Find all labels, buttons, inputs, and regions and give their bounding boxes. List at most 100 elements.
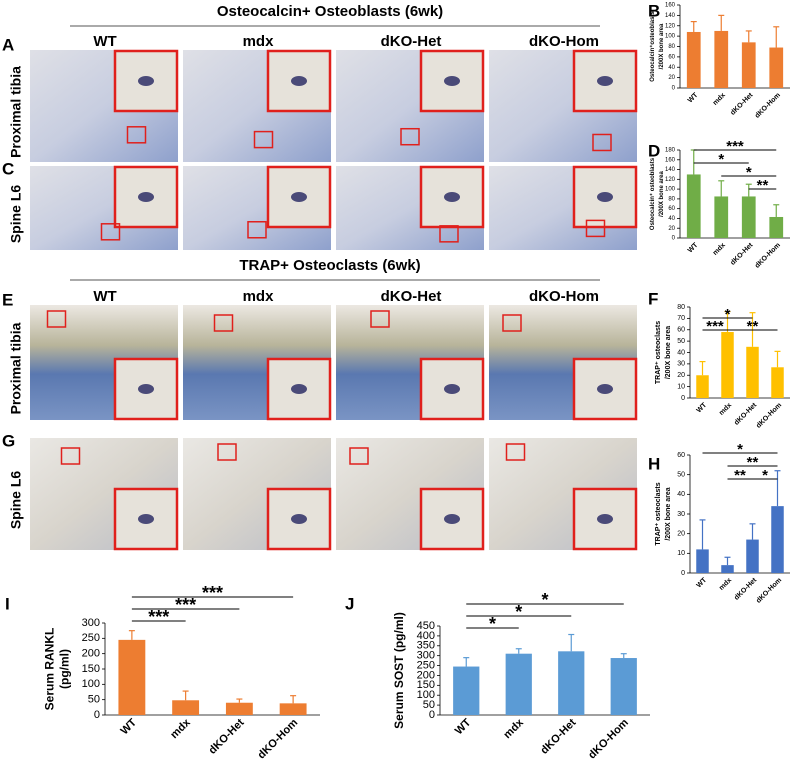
x-tick-label: WT — [118, 716, 139, 737]
y-tick-label: 50 — [423, 699, 435, 711]
y-tick-label: 70 — [677, 315, 685, 322]
section-title: Osteocalcin+ Osteoblasts (6wk) — [217, 3, 443, 20]
y-axis-label: /200X bone area — [659, 170, 665, 216]
significance-label: ** — [747, 454, 759, 471]
bar — [769, 47, 784, 88]
x-tick-label: dKO-Het — [733, 401, 758, 426]
y-tick-label: 150 — [417, 679, 435, 691]
panel-letter: C — [2, 159, 14, 178]
bar — [225, 702, 253, 715]
significance-label: * — [515, 602, 522, 622]
y-axis-label: Serum SOST (pg/ml) — [392, 612, 406, 729]
inset — [572, 357, 638, 421]
y-tick-label: 40 — [668, 216, 675, 222]
bar — [741, 42, 756, 88]
y-tick-label: 100 — [82, 678, 100, 690]
y-tick-label: 60 — [668, 206, 675, 212]
x-tick-label: dKO-Het — [538, 716, 578, 756]
y-axis-label: Serum RANKL — [43, 628, 57, 711]
region-box — [585, 219, 606, 238]
x-tick-label: mdx — [168, 716, 193, 741]
bar — [714, 30, 729, 88]
inset-cell — [138, 384, 154, 394]
y-tick-label: 0 — [429, 709, 435, 721]
region-box — [247, 221, 267, 239]
bar — [172, 700, 200, 715]
panel-letter: E — [2, 290, 13, 309]
y-tick-label: 10 — [677, 383, 685, 390]
bar — [696, 375, 709, 398]
region-box — [502, 314, 522, 332]
y-tick-label: 300 — [82, 617, 100, 629]
bar — [279, 703, 307, 715]
y-tick-label: 0 — [681, 395, 685, 402]
y-tick-label: 30 — [677, 361, 685, 368]
y-tick-label: 80 — [668, 44, 675, 50]
x-tick-label: dKO-Hom — [586, 717, 631, 762]
y-axis-label: /200X bone area — [665, 487, 672, 540]
bar — [769, 216, 784, 238]
inset-cell — [597, 384, 613, 394]
y-tick-label: 40 — [677, 349, 685, 356]
region-box — [400, 127, 420, 146]
y-tick-label: 450 — [417, 620, 435, 632]
panel-letter: F — [648, 289, 658, 308]
x-tick-label: mdx — [712, 242, 727, 257]
y-tick-label: 60 — [668, 54, 675, 60]
y-tick-label: 20 — [677, 531, 685, 538]
y-tick-label: 80 — [677, 304, 685, 311]
region-box — [60, 447, 81, 465]
inset — [266, 165, 332, 229]
y-tick-label: 50 — [677, 338, 685, 345]
column-header: dKO-Hom — [529, 33, 599, 50]
column-header: mdx — [243, 33, 275, 50]
y-tick-label: 150 — [82, 663, 100, 675]
y-tick-label: 100 — [665, 34, 676, 40]
significance-label: *** — [202, 583, 223, 603]
y-tick-label: 50 — [677, 472, 685, 479]
x-tick-label: WT — [687, 241, 700, 254]
region-box — [213, 314, 234, 332]
y-tick-label: 10 — [677, 550, 685, 557]
bar — [746, 346, 759, 398]
inset-cell — [291, 514, 307, 524]
inset-cell — [597, 514, 613, 524]
bar — [453, 666, 480, 715]
significance-label: * — [489, 614, 496, 634]
y-tick-label: 100 — [665, 187, 676, 193]
y-axis-label: (pg/ml) — [58, 649, 72, 689]
y-axis-label: /200X bone area — [659, 23, 665, 69]
y-tick-label: 140 — [665, 13, 676, 19]
y-axis-label: TRAP⁺ osteoclasts — [655, 482, 662, 545]
y-tick-label: 350 — [417, 640, 435, 652]
x-tick-label: dKO-Hom — [755, 577, 783, 605]
region-box — [349, 447, 369, 465]
y-tick-label: 120 — [665, 177, 676, 183]
y-axis-label: Osteocalcin⁺osteoblasts — [649, 11, 656, 82]
column-header: mdx — [243, 288, 275, 305]
row-label: Proximal tibia — [8, 322, 24, 414]
section-title: TRAP+ Osteoclasts (6wk) — [239, 257, 420, 274]
x-tick-label: dKO-Hom — [755, 402, 783, 430]
inset-cell — [597, 192, 613, 202]
region-box — [217, 443, 237, 461]
y-tick-label: 40 — [668, 65, 675, 71]
x-tick-label: dKO-Het — [207, 716, 247, 756]
significance-label: * — [746, 164, 752, 181]
y-tick-label: 100 — [417, 689, 435, 701]
panel-letter: G — [2, 431, 15, 450]
y-tick-label: 60 — [677, 452, 685, 459]
significance-label: *** — [148, 607, 169, 627]
panel-letter: I — [5, 594, 10, 613]
bar — [746, 539, 759, 573]
significance-label: ** — [734, 467, 746, 484]
panel-letter: B — [648, 1, 660, 20]
x-tick-label: mdx — [718, 402, 733, 417]
x-tick-label: dKO-Hom — [256, 717, 301, 762]
y-tick-label: 200 — [417, 669, 435, 681]
inset-cell — [444, 192, 460, 202]
x-tick-label: mdx — [718, 577, 733, 592]
panel-letter: D — [648, 141, 660, 160]
y-tick-label: 250 — [82, 632, 100, 644]
y-tick-label: 160 — [665, 157, 676, 163]
